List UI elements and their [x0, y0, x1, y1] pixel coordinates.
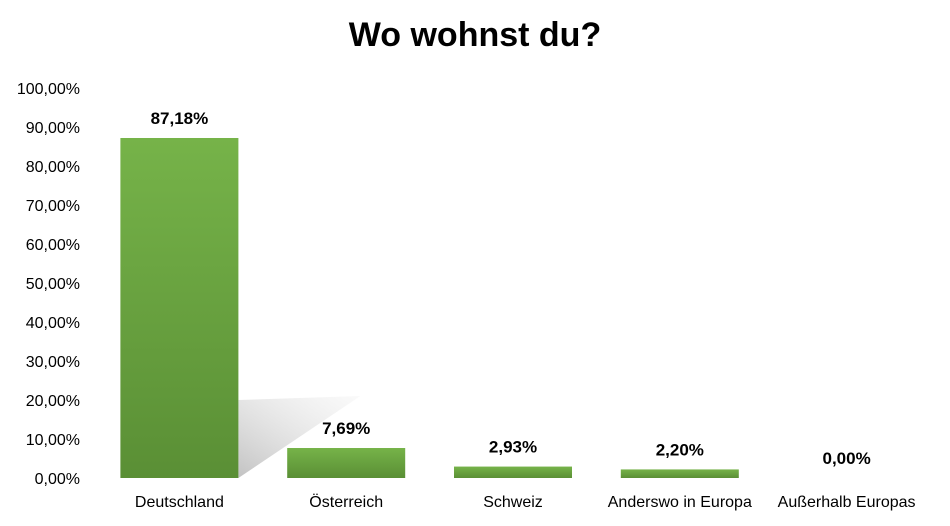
category-label: Österreich — [309, 493, 383, 511]
y-tick-label: 40,00% — [26, 315, 80, 332]
data-labels: 87,18% 7,69% 2,93% 2,20% 0,00% — [151, 109, 871, 468]
category-label: Schweiz — [483, 494, 543, 511]
chart-title: Wo wohnst du? — [348, 16, 602, 54]
category-label: Deutschland — [135, 494, 224, 511]
y-tick-label: 20,00% — [26, 393, 80, 410]
y-tick-label: 80,00% — [26, 159, 80, 176]
data-label: 87,18% — [151, 109, 209, 128]
data-label: 2,20% — [656, 440, 704, 459]
data-label: 0,00% — [822, 449, 870, 468]
bar-shadow — [238, 396, 361, 478]
data-label: 2,93% — [489, 438, 537, 457]
y-tick-label: 50,00% — [26, 276, 80, 293]
y-tick-label: 90,00% — [26, 120, 80, 137]
y-tick-label: 100,00% — [17, 81, 80, 98]
y-tick-label: 10,00% — [26, 432, 80, 449]
category-label: Anderswo in Europa — [608, 494, 752, 511]
data-label: 7,69% — [322, 419, 370, 438]
y-axis-ticks: 0,00% 10,00% 20,00% 30,00% 40,00% 50,00% 60,00… — [17, 81, 80, 488]
bar — [120, 137, 239, 479]
bar-shadow-layer — [238, 396, 361, 478]
category-label: Außerhalb Europas — [778, 494, 916, 511]
category-labels: Deutschland Österreich Schweiz Anderswo in … — [135, 493, 916, 511]
bars — [120, 137, 739, 479]
y-tick-label: 60,00% — [26, 237, 80, 254]
y-tick-label: 0,00% — [35, 471, 80, 488]
bar — [287, 448, 406, 478]
bar — [454, 466, 572, 478]
y-tick-label: 70,00% — [26, 198, 80, 215]
y-tick-label: 30,00% — [26, 354, 80, 371]
bar — [620, 469, 739, 478]
